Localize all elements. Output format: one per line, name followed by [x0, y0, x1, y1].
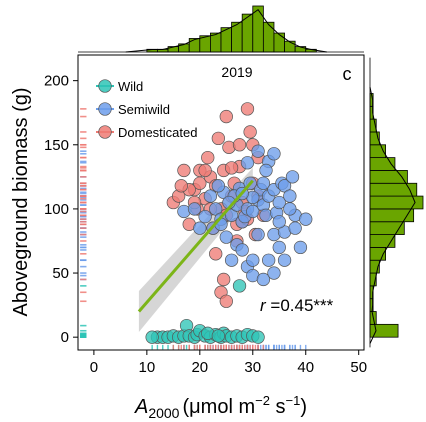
right-density-curve: [369, 86, 416, 344]
legend-key-marker: [98, 102, 112, 116]
data-point-domesticated: [243, 125, 257, 139]
data-point-semiwild: [299, 212, 313, 226]
x-axis-subscript: 2000: [148, 405, 179, 421]
x-axis-unit-close: ): [300, 396, 307, 418]
legend-label: Domesticated: [118, 125, 197, 140]
data-point-domesticated: [198, 163, 212, 178]
legend-label: Semiwild: [118, 102, 170, 117]
data-point-semiwild: [256, 176, 271, 190]
data-point-semiwild: [272, 195, 286, 210]
y-tick-label: 50: [52, 265, 69, 282]
data-point-semiwild: [288, 221, 302, 235]
x-tick-label: 20: [191, 359, 208, 376]
top-histogram: [78, 5, 364, 53]
data-point-semiwild: [283, 189, 297, 203]
data-point-semiwild: [262, 253, 276, 267]
legend-label: Wild: [118, 79, 143, 94]
data-point-semiwild: [235, 243, 249, 257]
data-point-semiwild: [219, 230, 233, 244]
top-density-curve: [125, 8, 328, 53]
data-point-semiwild: [277, 253, 292, 267]
data-point-semiwild: [251, 227, 265, 242]
x-tick-label: 30: [244, 359, 261, 376]
data-point-semiwild: [203, 189, 218, 203]
x-tick-label: 0: [90, 359, 98, 376]
x-tick-label: 10: [139, 359, 156, 376]
x-tick-label: 50: [350, 359, 367, 376]
panel-label: c: [343, 64, 352, 84]
y-tick-label: 100: [44, 201, 69, 218]
y-axis-label: Aboveground biomass (g): [10, 87, 32, 316]
x-axis-label: A2000 (μmol m−2 s−1): [134, 393, 307, 421]
data-point-semiwild: [285, 170, 300, 184]
data-point-domesticated: [216, 272, 231, 287]
x-axis-exp2: −1: [286, 393, 301, 408]
legend: Wild Semiwild Domesticated: [96, 79, 197, 140]
data-point-wild: [251, 330, 265, 344]
rug-marks: [80, 108, 307, 350]
data-point-semiwild: [283, 202, 297, 216]
data-point-domesticated: [211, 131, 226, 146]
y-tick-label: 150: [44, 137, 69, 154]
data-point-semiwild: [224, 253, 239, 267]
data-point-semiwild: [240, 156, 255, 170]
x-axis-symbol: A: [134, 396, 148, 418]
data-point-semiwild: [259, 163, 273, 178]
data-point-semiwild: [256, 272, 271, 287]
data-point-wild: [145, 330, 159, 344]
data-point-domesticated: [219, 109, 233, 124]
year-label: 2019: [221, 64, 252, 80]
top-histogram-bar: [188, 38, 201, 53]
r-symbol: r: [260, 296, 267, 315]
data-point-semiwild: [251, 144, 265, 158]
data-point-domesticated: [201, 150, 215, 165]
data-point-semiwild: [293, 240, 308, 255]
top-histogram-bar: [284, 40, 296, 53]
data-point-domesticated: [224, 161, 239, 175]
right-histogram: [369, 57, 424, 348]
legend-key-marker: [98, 79, 112, 93]
data-point-semiwild: [198, 209, 212, 224]
data-point-wild: [211, 329, 226, 343]
data-point-semiwild: [267, 266, 281, 280]
data-point-semiwild: [211, 179, 226, 193]
data-point-wild: [232, 279, 247, 293]
r-value: =0.45***: [266, 296, 334, 315]
data-point-semiwild: [193, 221, 207, 235]
x-axis-unit-open: (μmol m: [182, 396, 255, 418]
data-point-domesticated: [177, 163, 191, 178]
data-point-semiwild: [272, 240, 286, 255]
data-points: [145, 102, 313, 344]
data-point-semiwild: [187, 202, 202, 216]
data-point-domesticated: [232, 138, 247, 152]
legend-key-marker: [98, 125, 112, 139]
top-histogram-bar: [273, 32, 285, 53]
data-point-semiwild: [267, 147, 281, 161]
y-tick-label: 200: [44, 73, 69, 90]
data-point-semiwild: [272, 215, 286, 229]
r-annotation: r =0.45***: [260, 296, 334, 315]
data-point-domesticated: [209, 247, 223, 261]
fit-line: [137, 179, 254, 313]
x-axis-ticks: 0 10 20 30 40 50: [90, 350, 367, 376]
data-point-domesticated: [174, 179, 188, 193]
data-point-semiwild: [246, 204, 260, 219]
top-histogram-bar: [262, 21, 275, 53]
data-point-domesticated: [219, 294, 233, 308]
y-axis-ticks: 0 50 100 150 200: [44, 73, 78, 346]
data-point-domesticated: [240, 102, 255, 116]
plot-frame: [77, 54, 365, 351]
x-axis-mid: s: [270, 396, 286, 418]
y-tick-label: 0: [61, 329, 69, 346]
x-tick-label: 40: [297, 359, 314, 376]
data-point-semiwild: [246, 253, 260, 267]
x-axis-exp1: −2: [255, 393, 270, 408]
fit-line-segment: [137, 179, 254, 313]
